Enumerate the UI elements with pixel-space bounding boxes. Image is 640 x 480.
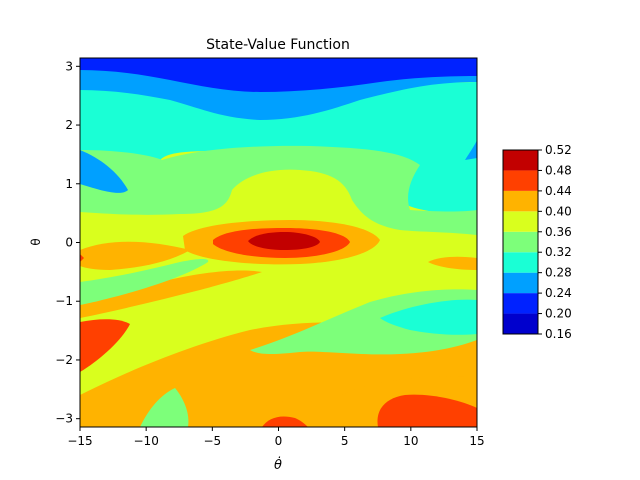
contour-band-040-044-left xyxy=(80,241,190,270)
colorbar-segment xyxy=(503,190,538,212)
y-tick-label: 3 xyxy=(65,59,73,73)
colorbar-segment xyxy=(503,272,538,294)
colorbar-segment xyxy=(503,150,538,171)
x-axis-label: θ̇ xyxy=(274,457,282,473)
x-tick-label: 10 xyxy=(403,434,418,448)
chart-title: State-Value Function xyxy=(206,37,350,53)
contour-band-044-048-bottom xyxy=(377,394,477,427)
colorbar-tick-label: 0.28 xyxy=(545,266,572,280)
colorbar-segment xyxy=(503,211,538,232)
colorbar-tick-label: 0.44 xyxy=(545,184,572,198)
x-axis: −15 −10 −5 0 5 10 15 xyxy=(67,427,485,448)
y-tick-label: −3 xyxy=(55,412,73,426)
y-axis-label: θ xyxy=(29,238,43,245)
x-tick-label: 5 xyxy=(341,434,349,448)
contour-band-048-052-center xyxy=(248,232,320,250)
x-tick-label: 15 xyxy=(469,434,484,448)
colorbar-tick-label: 0.36 xyxy=(545,225,572,239)
contour-band-020-024-top xyxy=(80,58,477,92)
x-tick-label: −15 xyxy=(67,434,92,448)
y-tick-label: 2 xyxy=(65,118,73,132)
contour-band-032-036-upper xyxy=(80,145,477,235)
colorbar-segment xyxy=(503,170,538,191)
colorbar-tick-label: 0.24 xyxy=(545,286,572,300)
colorbar-segment xyxy=(503,231,538,253)
x-tick-label: −5 xyxy=(203,434,221,448)
y-axis: −3 −2 −1 0 1 2 3 xyxy=(55,59,80,426)
contour-band-024-028-right xyxy=(465,140,477,160)
y-tick-label: 0 xyxy=(65,236,73,250)
colorbar-segment xyxy=(503,293,538,314)
colorbar-frame xyxy=(502,149,539,335)
colorbar-tick-label: 0.52 xyxy=(545,143,572,157)
contour-band-028-032-right xyxy=(380,299,477,335)
contour-band-032-036-bottom xyxy=(140,388,189,427)
colorbar-tick-label: 0.20 xyxy=(545,307,572,321)
colorbar-tick-label: 0.32 xyxy=(545,245,572,259)
colorbar-tick-label: 0.40 xyxy=(545,204,572,218)
colorbar-tick-label: 0.16 xyxy=(545,327,572,341)
y-tick-label: 1 xyxy=(65,177,73,191)
contour-band-044-048-mid xyxy=(262,416,308,427)
colorbar: 0.16 0.20 0.24 0.28 0.32 0.36 0.40 0.44 0.48 0.52 xyxy=(502,143,572,341)
colorbar-segment xyxy=(503,313,538,334)
colorbar-tick-label: 0.48 xyxy=(545,163,572,177)
y-tick-label: −1 xyxy=(55,294,73,308)
contour-plot xyxy=(80,58,477,427)
contour-band-044-048-left xyxy=(80,319,130,372)
contour-band-024-028-left xyxy=(80,150,128,193)
x-tick-label: 0 xyxy=(275,434,283,448)
colorbar-segment xyxy=(503,252,538,273)
contour-band-040-044-streak xyxy=(428,256,477,270)
x-tick-label: −10 xyxy=(134,434,159,448)
y-tick-label: −2 xyxy=(55,353,73,367)
contour-band-044-048-edge xyxy=(80,254,84,262)
contour-band-032-036-mid xyxy=(80,259,209,305)
